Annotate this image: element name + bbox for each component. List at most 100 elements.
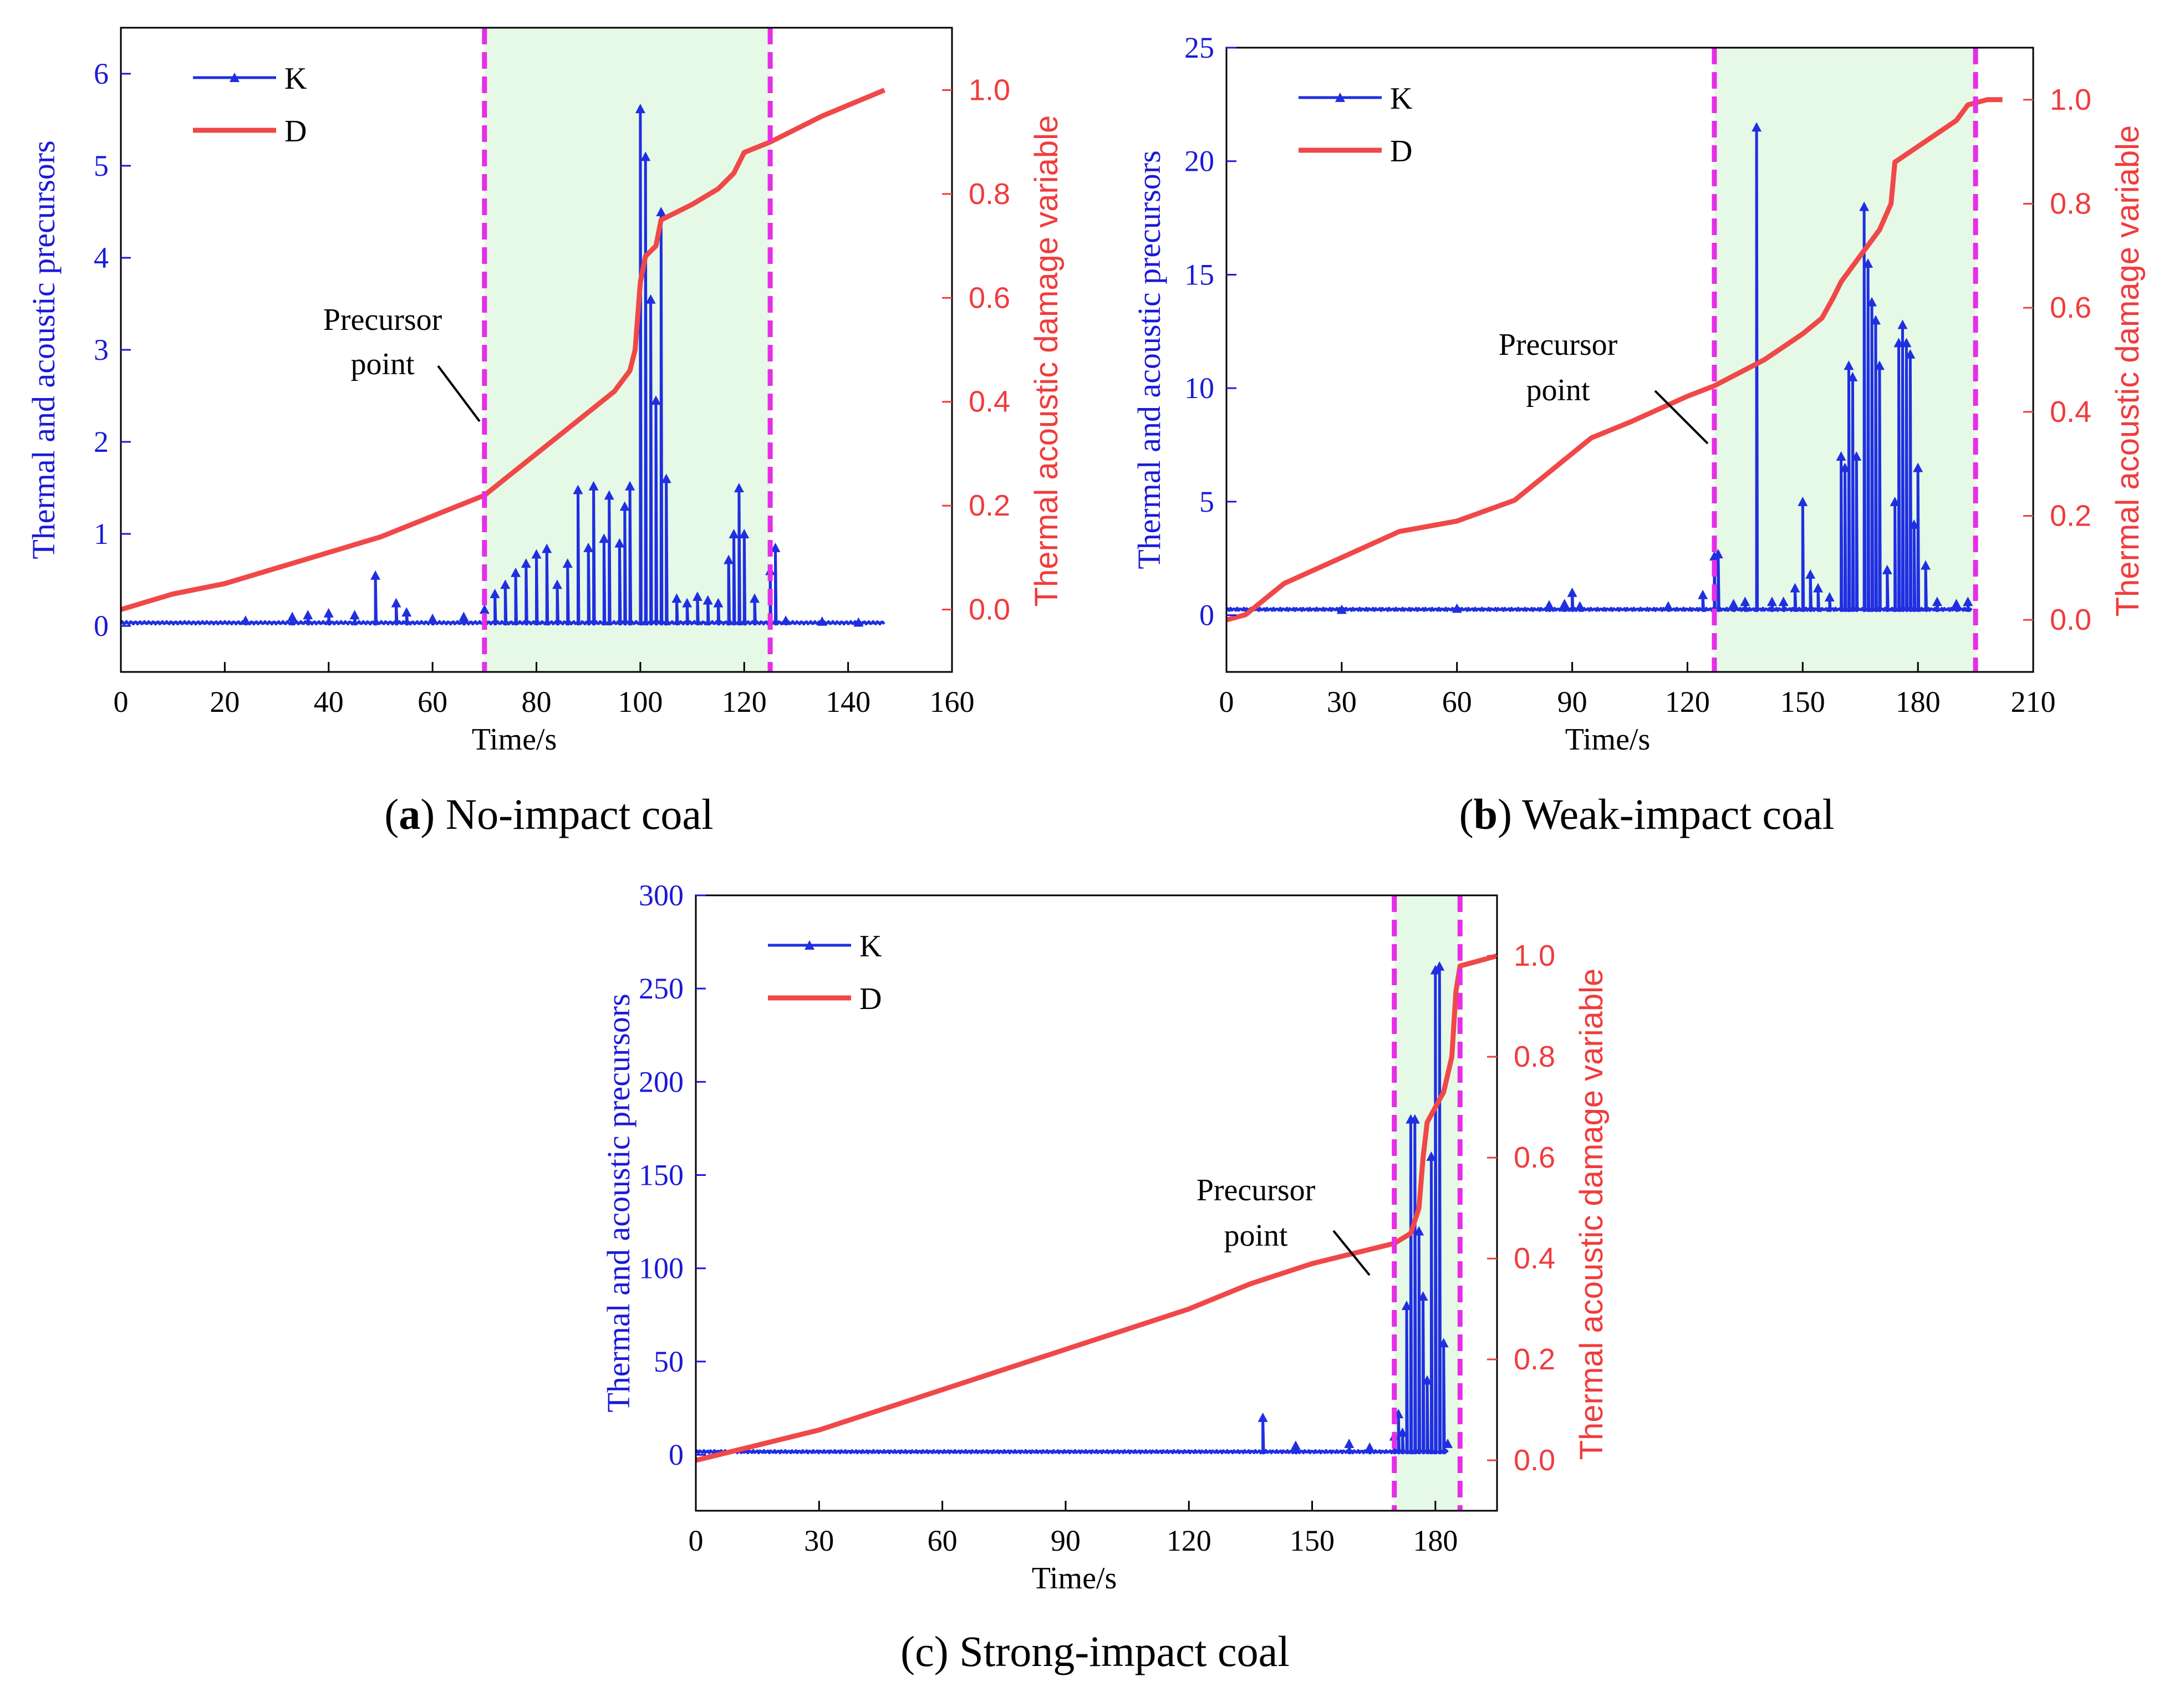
x-axis-label: Time/s [1032,1561,1117,1596]
caption-close: ) [1498,790,1522,838]
k-marker [1452,603,1462,613]
x-tick-label: 40 [314,685,344,719]
x-axis-label: Time/s [1565,722,1651,757]
k-marker [1336,604,1347,614]
k-marker [1847,371,1858,381]
k-marker [650,395,661,405]
k-marker [459,612,469,621]
y-left-tick-label: 5 [1199,485,1214,518]
x-tick-label: 120 [1665,685,1710,719]
plot-frame [1225,47,2034,673]
k-marker [1778,597,1789,607]
annotation-leader [1332,1230,1371,1276]
x-tick-label: 210 [2011,685,2056,719]
y-left-tick-label: 25 [1184,31,1214,64]
k-marker [511,567,521,577]
k-marker [1544,600,1554,610]
x-tick-label: 160 [930,685,975,719]
x-tick-label: 150 [1290,1524,1335,1557]
legend-k-marker [230,73,240,82]
k-marker [1728,599,1739,609]
legend-d-label: D [1390,134,1412,169]
d-series-line [120,88,885,612]
k-marker [573,485,583,495]
x-axis-label: Time/s [472,722,557,757]
k-marker [1418,1291,1428,1301]
k-marker [1344,1438,1355,1448]
caption-text: Weak-impact coal [1522,790,1834,838]
x-tick-label: 0 [689,1524,704,1557]
k-marker [1824,592,1835,602]
caption-letter: a [399,790,420,838]
k-marker [1963,597,1973,607]
y-left-tick-label: 50 [654,1345,684,1378]
y-left-tick-label: 300 [639,879,684,912]
k-marker [562,558,573,568]
x-tick-label: 180 [1896,685,1941,719]
y-right-axis-label: Thermal acoustic damage variable [1574,969,1610,1460]
y-left-tick-label: 200 [639,1065,684,1098]
y-right-tick-label: 0.2 [969,489,1010,522]
k-marker [1663,601,1673,611]
y-left-tick-label: 20 [1184,145,1214,178]
x-tick-label: 90 [1557,685,1587,719]
k-marker [656,207,666,216]
k-marker [1874,360,1885,370]
y-left-tick-label: 2 [94,425,109,458]
y-left-tick-label: 1 [94,517,109,551]
annotation-line-2: point [1224,1219,1288,1253]
caption-letter: b [1474,790,1498,838]
k-marker [349,610,360,620]
k-marker [770,542,781,552]
k-marker [1863,258,1874,268]
k-marker [1909,519,1920,529]
k-marker [1397,1427,1408,1437]
k-series-line [1225,125,1973,612]
k-marker [1805,569,1816,579]
y-right-tick-label: 0.8 [1514,1040,1555,1073]
k-marker [1713,549,1723,559]
x-tick-label: 100 [618,685,663,719]
y-left-axis-label: Thermal and acoustic precursors [600,993,637,1412]
k-marker [1365,1442,1375,1452]
k-series-line [695,965,1449,1455]
annotation-line-1: Precursor [1197,1173,1316,1207]
k-marker [661,473,671,483]
y-right-tick-label: 1.0 [1514,939,1555,972]
caption-open: ( [1459,790,1474,838]
y-right-tick-label: 0.0 [1514,1444,1555,1477]
y-left-axis-label: Thermal and acoustic precursors [1131,150,1167,569]
x-tick-label: 20 [210,685,240,719]
y-right-tick-label: 0.4 [969,385,1010,419]
y-right-axis-label: Thermal acoustic damage variable [1029,115,1065,607]
k-marker [1882,564,1892,574]
k-marker [1840,462,1850,472]
k-marker [853,617,864,627]
y-right-tick-label: 0.6 [1514,1141,1555,1174]
k-marker [531,549,542,559]
x-tick-label: 180 [1413,1524,1458,1557]
k-marker [401,607,412,617]
annotation-line-2: point [350,347,415,381]
k-marker [1409,1114,1420,1124]
k-marker [739,529,750,538]
y-right-tick-label: 0.8 [969,177,1010,211]
legend-d-label: D [284,114,307,149]
legend-d-label: D [859,982,882,1016]
y-left-tick-label: 0 [94,609,109,643]
caption-open: ( [900,1627,915,1675]
k-marker [370,570,381,580]
k-marker [604,490,614,500]
caption-close: ) [420,790,445,838]
k-marker [1798,496,1808,506]
caption-letter: c [915,1627,934,1675]
k-marker [1258,1412,1268,1422]
y-right-tick-label: 0.2 [1514,1343,1555,1376]
x-tick-label: 80 [522,685,552,719]
x-tick-label: 0 [114,685,129,719]
k-marker [635,104,645,114]
k-marker [625,481,635,491]
k-marker [1921,560,1931,570]
k-marker [552,579,562,589]
